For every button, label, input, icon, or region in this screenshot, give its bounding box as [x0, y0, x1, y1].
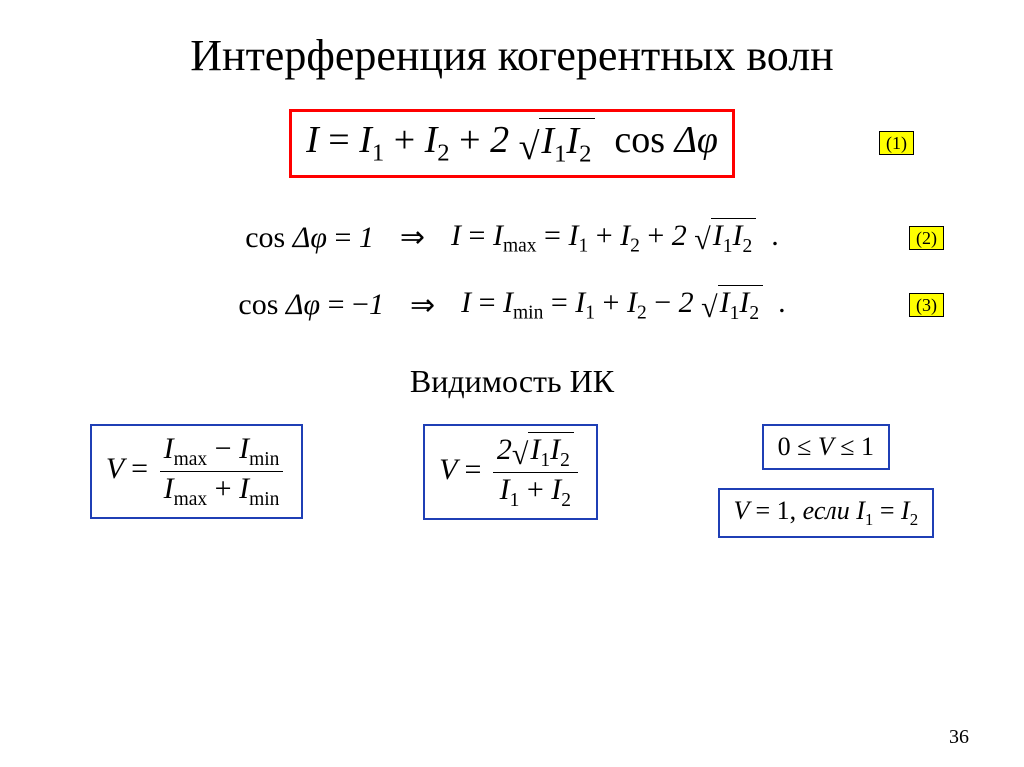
eq1-row: I = I1 + I2 + 2 √I1I2 cos Δφ (1): [40, 109, 984, 178]
eq1-label: (1): [879, 131, 914, 155]
page-number: 36: [949, 726, 969, 749]
right-col: 0 ≤ V ≤ 1 V = 1, если I1 = I2: [718, 424, 935, 538]
slide: Интерференция когерентных волн I = I1 + …: [0, 0, 1024, 767]
eq3-rhs: I = Imin = I1 + I2 − 2 √I1I2 .: [461, 285, 786, 325]
eq1: I = I1 + I2 + 2 √I1I2 cos Δφ: [306, 119, 718, 161]
eq2-lhs: cos Δφ = 1: [245, 221, 374, 255]
vis2-box: V = 2√I1I2 I1 + I2: [423, 424, 598, 520]
range-eq: 0 ≤ V ≤ 1: [778, 432, 874, 461]
vis2: V = 2√I1I2 I1 + I2: [439, 453, 582, 486]
cond-box: V = 1, если I1 = I2: [718, 488, 935, 538]
vis1: V = Imax − Imin Imax + Imin: [106, 452, 288, 485]
eq1-box: I = I1 + I2 + 2 √I1I2 cos Δφ: [289, 109, 735, 178]
vis1-box: V = Imax − Imin Imax + Imin: [90, 424, 304, 519]
eq2-rhs: I = Imax = I1 + I2 + 2 √I1I2 .: [451, 218, 779, 258]
implies-icon: ⇒: [400, 220, 425, 255]
eq2-row: cos Δφ = 1 ⇒ I = Imax = I1 + I2 + 2 √I1I…: [40, 218, 984, 258]
eq2-label: (2): [909, 226, 944, 250]
eq3-row: cos Δφ = −1 ⇒ I = Imin = I1 + I2 − 2 √I1…: [40, 285, 984, 325]
cond-eq: V = 1, если I1 = I2: [734, 496, 919, 525]
implies-icon: ⇒: [410, 288, 435, 323]
bottom-row: V = Imax − Imin Imax + Imin V = 2√I1I2 I…: [40, 424, 984, 538]
eq3-lhs: cos Δφ = −1: [238, 288, 384, 322]
eq3-label: (3): [909, 293, 944, 317]
range-box: 0 ≤ V ≤ 1: [762, 424, 890, 470]
subtitle: Видимость ИК: [40, 363, 984, 400]
page-title: Интерференция когерентных волн: [40, 30, 984, 81]
